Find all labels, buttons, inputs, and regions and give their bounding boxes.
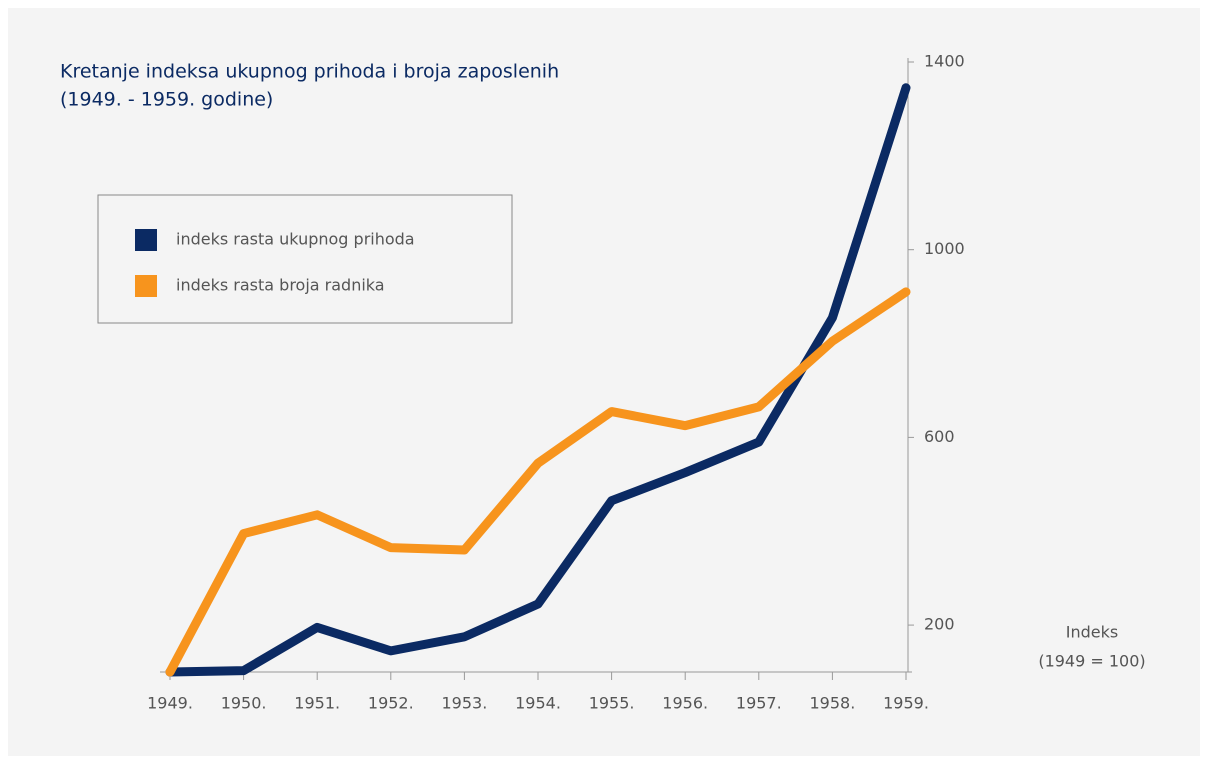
legend-label: indeks rasta broja radnika — [176, 276, 385, 295]
legend-swatch — [135, 229, 157, 251]
legend-box — [97, 194, 513, 324]
x-tick-label: 1957. — [736, 694, 782, 713]
y-axis-note: (1949 = 100) — [1038, 652, 1145, 671]
x-tick-label: 1950. — [221, 694, 267, 713]
y-tick-label: 200 — [924, 615, 955, 634]
x-tick-label: 1958. — [809, 694, 855, 713]
x-tick-label: 1954. — [515, 694, 561, 713]
x-tick-label: 1951. — [294, 694, 340, 713]
legend-swatch — [135, 275, 157, 297]
y-tick-label: 1000 — [924, 239, 965, 258]
series-line — [165, 287, 911, 677]
y-axis-label: Indeks — [1066, 623, 1118, 642]
y-tick-label: 1400 — [924, 52, 965, 71]
x-tick-label: 1955. — [589, 694, 635, 713]
x-tick-label: 1959. — [883, 694, 929, 713]
chart-subtitle: (1949. - 1959. godine) — [60, 89, 273, 111]
y-tick-label: 600 — [924, 427, 955, 446]
x-tick-label: 1952. — [368, 694, 414, 713]
legend-label: indeks rasta ukupnog prihoda — [176, 230, 415, 249]
chart-title: Kretanje indeksa ukupnog prihoda i broja… — [60, 61, 559, 83]
x-tick-label: 1949. — [147, 694, 193, 713]
x-tick-label: 1956. — [662, 694, 708, 713]
series-line — [165, 83, 911, 677]
x-tick-label: 1953. — [441, 694, 487, 713]
panel — [8, 8, 1200, 756]
